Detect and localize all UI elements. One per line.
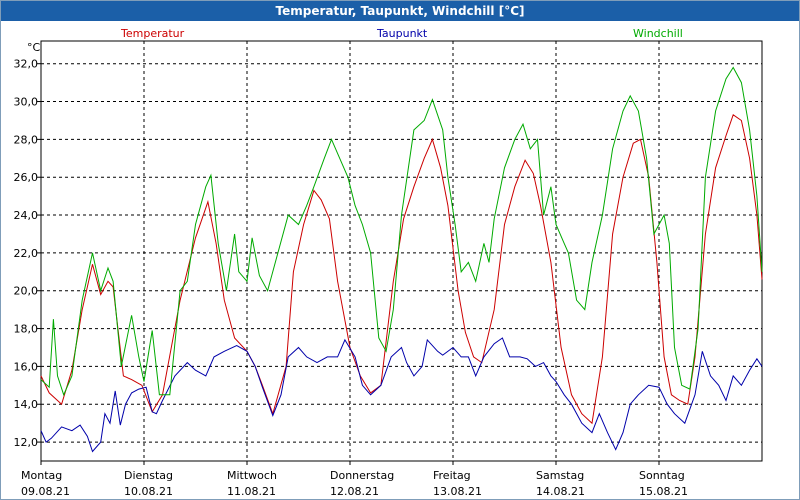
x-tick-day: Dienstag — [124, 469, 173, 482]
series-line-windchill — [40, 66, 763, 397]
y-tick-label: 26,0 — [14, 171, 39, 184]
y-tick-label: 32,0 — [14, 58, 39, 71]
y-tick-label: 28,0 — [14, 133, 39, 146]
x-tick-date: 15.08.21 — [639, 485, 688, 498]
x-tick-day: Samstag — [536, 469, 584, 482]
x-tick-date: 09.08.21 — [21, 485, 70, 498]
legend: Temperatur Taupunkt Windchill — [120, 27, 683, 40]
y-tick-label: 20,0 — [14, 285, 39, 298]
x-tick-date: 12.08.21 — [330, 485, 379, 498]
y-tick-label: 16,0 — [14, 360, 39, 373]
x-tick-date: 13.08.21 — [433, 485, 482, 498]
series-line-temperatur — [40, 114, 763, 425]
y-tick-label: 24,0 — [14, 209, 39, 222]
legend-item-windchill: Windchill — [633, 27, 683, 40]
series-line-taupunkt — [40, 337, 763, 453]
x-tick-date: 10.08.21 — [124, 485, 173, 498]
x-tick-date: 14.08.21 — [536, 485, 585, 498]
y-tick-label: 22,0 — [14, 247, 39, 260]
legend-item-taupunkt: Taupunkt — [376, 27, 428, 40]
x-tick-day: Mittwoch — [227, 469, 277, 482]
y-axis: 12,0 14,0 16,0 18,0 20,0 22,0 24,0 26,0 28,0 30,0… — [14, 58, 41, 449]
x-tick-date: 11.08.21 — [227, 485, 276, 498]
x-tick-day: Freitag — [433, 469, 471, 482]
gridlines — [41, 41, 762, 461]
y-tick-label: 30,0 — [14, 96, 39, 109]
x-tick-day: Montag — [21, 469, 62, 482]
legend-item-temperatur: Temperatur — [120, 27, 185, 40]
series-lines — [40, 66, 763, 453]
x-tick-day: Sonntag — [639, 469, 685, 482]
x-axis: Montag 09.08.21 Dienstag 10.08.21 Mittwoch 11… — [21, 461, 688, 498]
y-tick-label: 12,0 — [14, 436, 39, 449]
y-tick-label: 14,0 — [14, 398, 39, 411]
x-tick-day: Donnerstag — [330, 469, 394, 482]
y-tick-label: 18,0 — [14, 323, 39, 336]
y-axis-unit: °C — [27, 41, 41, 54]
chart-title: Temperatur, Taupunkt, Windchill [°C] — [1, 1, 799, 21]
